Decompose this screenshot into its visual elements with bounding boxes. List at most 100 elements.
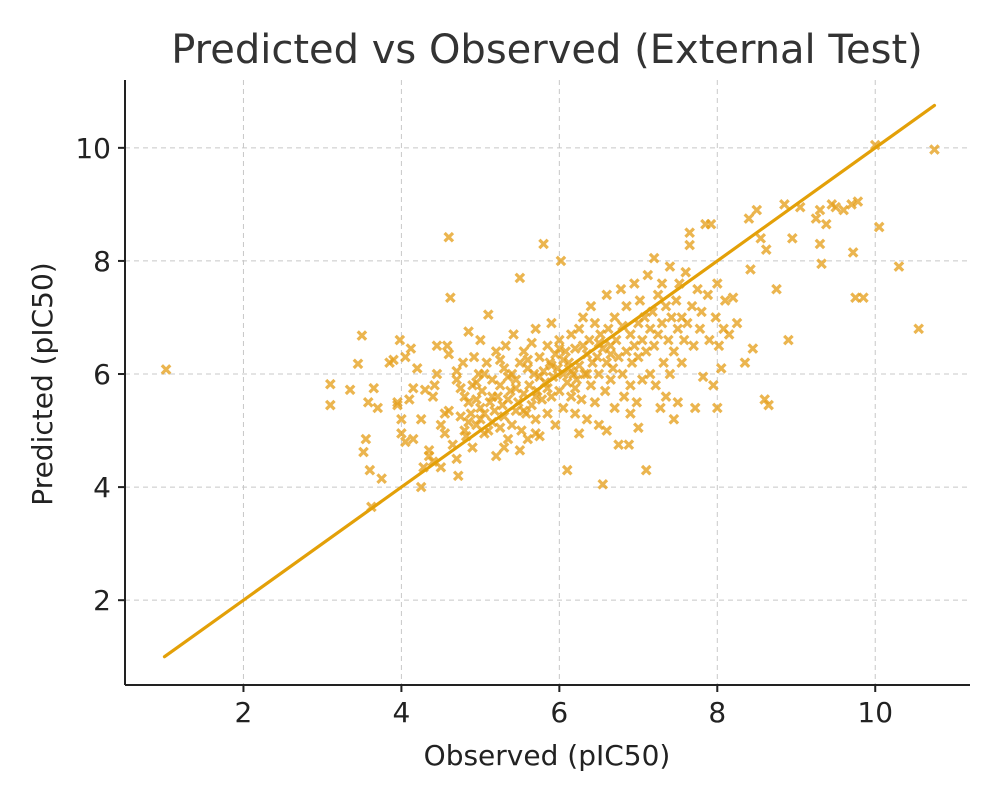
data-point-marker [723, 329, 735, 340]
y-axis-label: Predicted (pIC50) [26, 262, 59, 505]
y-tick-label: 10 [75, 132, 111, 165]
data-point-marker [160, 364, 172, 375]
data-point-marker [585, 379, 597, 391]
data-point-marker [705, 218, 717, 230]
data-point-marker [593, 337, 605, 349]
data-point-marker [419, 384, 431, 396]
data-point-marker [569, 343, 581, 354]
data-point-marker [490, 346, 502, 357]
data-point-marker [557, 402, 569, 414]
data-point-marker [443, 405, 455, 417]
data-point-marker [573, 428, 585, 439]
data-point-marker [678, 334, 690, 346]
x-tick-label: 4 [392, 696, 410, 729]
data-point-marker [324, 378, 336, 390]
data-point-marker [392, 399, 403, 411]
data-point-marker [581, 368, 593, 380]
data-point-marker [589, 396, 601, 408]
data-point-marker [602, 323, 614, 335]
data-point-marker [656, 278, 668, 289]
data-point-marker [518, 346, 530, 357]
data-point-marker [324, 399, 336, 411]
data-point-marker [500, 340, 511, 352]
data-point-marker [680, 266, 692, 278]
data-point-marker [538, 238, 549, 250]
data-point-marker [719, 295, 731, 306]
data-point-marker [506, 419, 518, 431]
x-tick-label: 10 [857, 696, 893, 729]
data-point-marker [715, 363, 727, 374]
x-axis-label: Observed (pIC50) [424, 739, 671, 772]
data-point-marker [439, 428, 451, 439]
data-point-marker [689, 402, 701, 414]
data-point-marker [615, 283, 627, 295]
data-point-marker [569, 382, 581, 394]
data-point-marker [463, 416, 474, 428]
data-point-marker [530, 323, 541, 335]
data-point-marker [727, 292, 739, 304]
data-point-marker [388, 354, 399, 366]
data-point-marker [664, 261, 676, 272]
data-point-marker [415, 413, 427, 425]
data-point-marker [668, 413, 680, 425]
data-point-marker [850, 292, 861, 304]
data-point-marker [660, 300, 672, 312]
data-point-marker [814, 204, 826, 216]
data-point-marker [407, 382, 419, 394]
data-point-marker [505, 385, 516, 397]
data-point-marker [617, 320, 628, 332]
data-point-marker [625, 329, 636, 340]
data-point-marker [463, 326, 474, 337]
data-point-marker [681, 317, 693, 329]
data-point-marker [644, 368, 656, 380]
data-point-marker [364, 464, 376, 476]
data-point-marker [494, 379, 506, 391]
data-point-marker [443, 348, 455, 360]
data-point-marker [632, 422, 644, 434]
data-point-marker [400, 351, 411, 363]
data-point-marker [771, 283, 782, 295]
data-point-marker [560, 346, 571, 357]
data-point-marker [405, 343, 417, 354]
data-point-marker [415, 481, 427, 493]
data-point-marker [658, 357, 669, 369]
data-point-marker [494, 422, 506, 434]
data-point-marker [662, 334, 674, 346]
chart-title: Predicted vs Observed (External Test) [171, 27, 923, 73]
data-point-marker [676, 357, 688, 369]
data-point-marker [451, 453, 463, 465]
data-point-marker [605, 374, 617, 386]
data-point-marker [352, 358, 364, 370]
data-point-marker [710, 312, 722, 323]
data-point-marker [400, 436, 411, 448]
data-point-marker [465, 408, 477, 419]
data-point-marker [711, 402, 723, 414]
data-point-marker [368, 382, 380, 394]
x-axis-ticks: 2 4 6 8 10 [235, 685, 893, 729]
axes [124, 80, 970, 686]
data-point-marker [648, 340, 660, 352]
data-point-marker [557, 354, 569, 366]
data-point-marker [431, 340, 443, 352]
data-point-marker [471, 394, 482, 405]
data-point-marker [534, 371, 545, 383]
data-point-marker [696, 306, 707, 318]
data-point-marker [510, 374, 522, 386]
data-point-marker [652, 289, 664, 301]
data-point-marker [478, 408, 490, 419]
data-point-marker [486, 391, 498, 402]
data-point-marker [672, 323, 684, 335]
data-point-marker [522, 354, 534, 366]
data-point-marker [579, 368, 590, 380]
data-point-marker [394, 334, 406, 346]
y-tick-label: 4 [93, 471, 111, 504]
data-point-marker [441, 340, 453, 352]
data-point-marker [625, 379, 636, 391]
data-point-marker [569, 408, 581, 419]
data-point-marker [623, 439, 635, 451]
grid [125, 80, 970, 685]
data-point-marker [356, 330, 368, 341]
data-point-marker [475, 334, 486, 346]
data-point-marker [688, 340, 699, 352]
data-point-marker [816, 258, 827, 270]
